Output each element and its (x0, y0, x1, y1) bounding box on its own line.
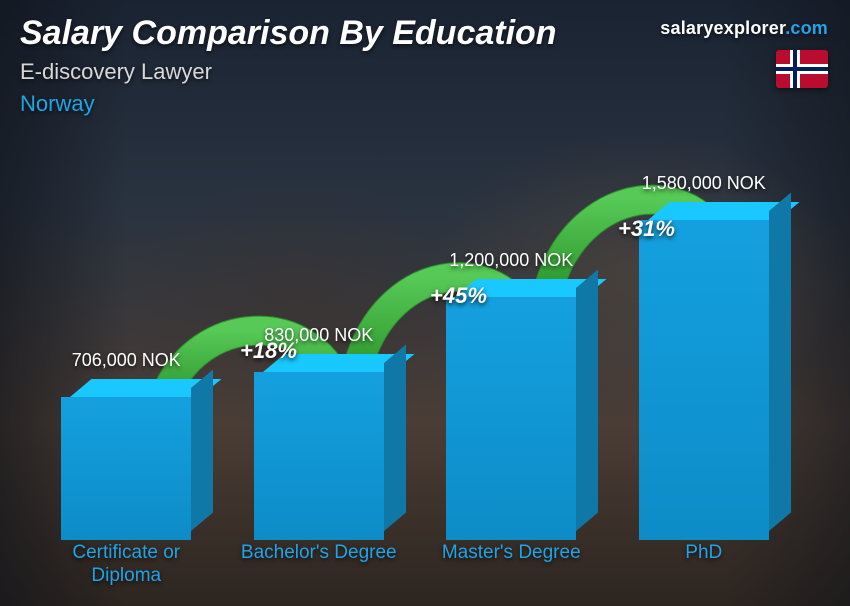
bar-category-label: Bachelor's Degree (229, 542, 409, 596)
bar (446, 279, 576, 540)
bar (61, 379, 191, 540)
brand-name: salaryexplorer (660, 18, 785, 38)
job-subtitle: E-discovery Lawyer (20, 59, 830, 85)
bars-container: 706,000 NOK830,000 NOK1,200,000 NOK1,580… (30, 160, 800, 540)
bar (639, 202, 769, 540)
bar-category-label: Certificate or Diploma (36, 542, 216, 596)
bar-value-label: 1,200,000 NOK (449, 250, 573, 271)
bar-value-label: 1,580,000 NOK (642, 173, 766, 194)
bar (254, 354, 384, 540)
bar-category-label: Master's Degree (421, 542, 601, 596)
bar-value-label: 706,000 NOK (72, 350, 181, 371)
bar-category-label: PhD (614, 542, 794, 596)
increase-pct-label: +31% (618, 216, 675, 242)
bar-slot: 706,000 NOK (36, 350, 216, 540)
salary-bar-chart: 706,000 NOK830,000 NOK1,200,000 NOK1,580… (30, 116, 800, 596)
brand-domain: .com (785, 18, 828, 38)
increase-pct-label: +18% (240, 338, 297, 364)
brand-logo: salaryexplorer.com (660, 18, 828, 39)
increase-pct-label: +45% (430, 283, 487, 309)
norway-flag-icon (776, 50, 828, 88)
country-label: Norway (20, 91, 830, 117)
labels-container: Certificate or DiplomaBachelor's DegreeM… (30, 542, 800, 596)
